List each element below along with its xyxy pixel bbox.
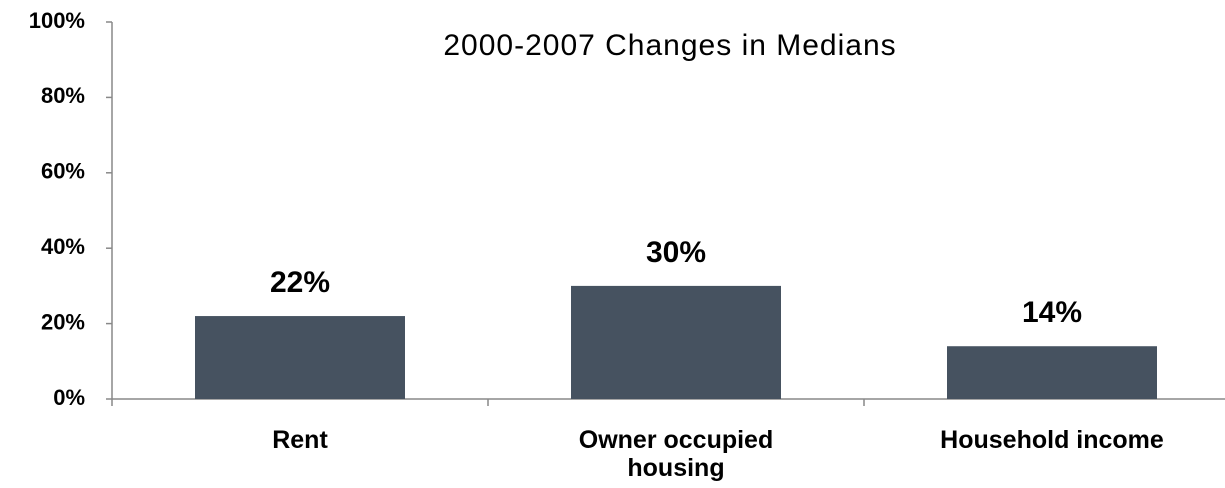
x-tick-label: Rent <box>272 426 328 454</box>
data-label: 22% <box>270 266 330 299</box>
x-tick-label: Owner occupied housing <box>578 426 774 482</box>
y-tick-label: 0% <box>53 385 85 410</box>
chart-title: 2000-2007 Changes in Medians <box>443 29 896 62</box>
x-tick-label: Household income <box>940 426 1164 454</box>
bar <box>195 316 405 399</box>
y-tick-label: 100% <box>29 8 85 33</box>
data-label: 14% <box>1022 296 1082 329</box>
data-label: 30% <box>646 236 706 269</box>
y-tick-label: 40% <box>41 234 85 259</box>
bar <box>947 346 1157 399</box>
y-tick-label: 80% <box>41 83 85 108</box>
bar <box>571 285 781 399</box>
y-tick-label: 60% <box>41 159 85 184</box>
y-tick-label: 20% <box>41 309 85 334</box>
